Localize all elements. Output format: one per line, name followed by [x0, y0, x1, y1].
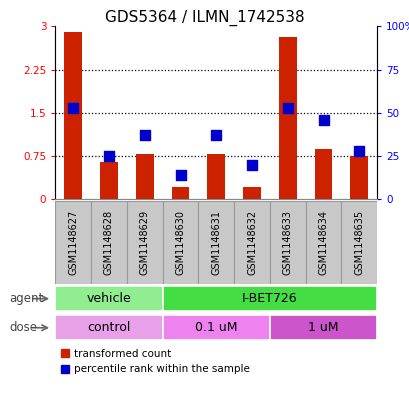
- Bar: [207, 154, 225, 199]
- Bar: [243, 187, 261, 199]
- Text: GSM1148631: GSM1148631: [211, 210, 221, 275]
- Text: GSM1148629: GSM1148629: [139, 210, 149, 275]
- Text: GSM1148632: GSM1148632: [247, 210, 256, 275]
- Text: GSM1148633: GSM1148633: [282, 210, 292, 275]
- Text: I-BET726: I-BET726: [241, 292, 297, 305]
- Text: 1 uM: 1 uM: [308, 321, 338, 334]
- Point: [319, 117, 326, 123]
- Bar: [314, 149, 332, 199]
- Bar: [55, 315, 162, 340]
- Text: 0.1 uM: 0.1 uM: [195, 321, 237, 334]
- Point: [141, 132, 148, 138]
- Bar: [269, 201, 305, 284]
- Point: [248, 162, 255, 168]
- Point: [355, 148, 362, 154]
- Bar: [278, 37, 296, 199]
- Text: vehicle: vehicle: [86, 292, 131, 305]
- Point: [106, 153, 112, 159]
- Bar: [126, 201, 162, 284]
- Text: agent: agent: [9, 292, 43, 305]
- Point: [177, 172, 183, 178]
- Text: GSM1148628: GSM1148628: [104, 210, 114, 275]
- Text: dose: dose: [9, 321, 37, 334]
- Bar: [162, 315, 269, 340]
- Bar: [55, 201, 91, 284]
- Bar: [305, 201, 341, 284]
- Bar: [64, 32, 82, 199]
- Text: control: control: [87, 321, 130, 334]
- Bar: [91, 201, 126, 284]
- Point: [70, 105, 76, 111]
- Text: GDS5364 / ILMN_1742538: GDS5364 / ILMN_1742538: [105, 10, 304, 26]
- Text: GSM1148630: GSM1148630: [175, 210, 185, 275]
- Bar: [162, 286, 376, 311]
- Point: [213, 132, 219, 138]
- Bar: [55, 286, 162, 311]
- Bar: [100, 162, 118, 199]
- Bar: [350, 156, 367, 199]
- Text: GSM1148635: GSM1148635: [353, 210, 364, 275]
- Bar: [341, 201, 376, 284]
- Bar: [171, 187, 189, 199]
- Legend: transformed count, percentile rank within the sample: transformed count, percentile rank withi…: [61, 349, 249, 374]
- Text: GSM1148634: GSM1148634: [318, 210, 328, 275]
- Bar: [135, 154, 153, 199]
- Bar: [162, 201, 198, 284]
- Bar: [234, 201, 269, 284]
- Bar: [269, 315, 376, 340]
- Text: GSM1148627: GSM1148627: [68, 210, 78, 275]
- Point: [284, 105, 290, 111]
- Bar: [198, 201, 234, 284]
